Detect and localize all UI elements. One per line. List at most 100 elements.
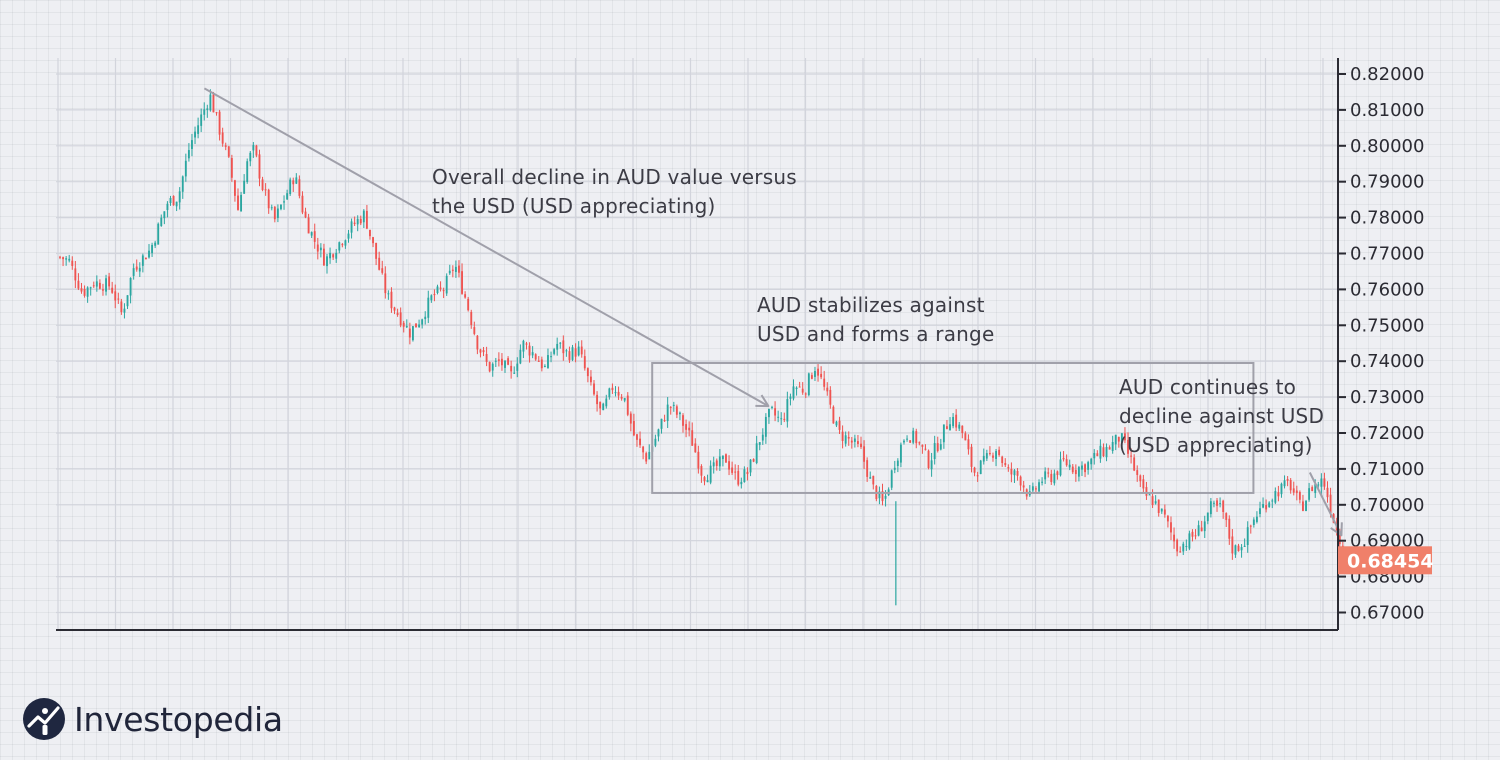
candle-body bbox=[246, 161, 249, 182]
candle-body bbox=[1308, 488, 1311, 500]
candle-body bbox=[1062, 457, 1065, 460]
candle-body bbox=[1068, 464, 1071, 468]
candle-body bbox=[565, 350, 568, 352]
candle-body bbox=[1031, 486, 1034, 491]
candle-body bbox=[863, 446, 866, 462]
candle-body bbox=[1077, 467, 1080, 477]
candle-body bbox=[949, 424, 951, 431]
vertical-gridlines bbox=[57, 58, 1324, 630]
candle-body bbox=[1148, 494, 1151, 496]
annotation-text: (USD appreciating) bbox=[1119, 433, 1313, 457]
candle-body bbox=[632, 420, 635, 436]
y-tick-label: 0.78000 bbox=[1350, 208, 1424, 229]
candle-body bbox=[488, 362, 491, 372]
y-tick-label: 0.75000 bbox=[1350, 315, 1424, 336]
candle-body bbox=[476, 335, 479, 350]
candle-body bbox=[1225, 513, 1228, 521]
candle-body bbox=[721, 455, 724, 460]
candle-body bbox=[304, 211, 307, 218]
candle-body bbox=[899, 444, 902, 463]
candle-body bbox=[1001, 456, 1004, 464]
y-tick-label: 0.73000 bbox=[1350, 387, 1424, 408]
candle-body bbox=[1047, 472, 1050, 474]
candle-body bbox=[98, 282, 101, 289]
candle-body bbox=[918, 442, 921, 444]
investopedia-logo-icon bbox=[23, 698, 65, 740]
candle-body bbox=[872, 475, 875, 485]
trend-arrowhead bbox=[755, 394, 770, 408]
candle-body bbox=[102, 289, 104, 291]
candle-body bbox=[586, 368, 589, 377]
candle-body bbox=[418, 324, 421, 328]
candle-body bbox=[393, 307, 396, 311]
candle-body bbox=[365, 210, 368, 229]
candle-body bbox=[375, 242, 378, 259]
candle-body bbox=[642, 446, 645, 453]
candle-body bbox=[838, 420, 841, 430]
candle-body bbox=[850, 440, 853, 443]
candle-body bbox=[1323, 478, 1326, 487]
candle-body bbox=[504, 360, 506, 368]
trend-line bbox=[203, 87, 769, 407]
candle-body bbox=[1271, 500, 1274, 502]
candle-body bbox=[332, 254, 335, 258]
candle-body bbox=[553, 349, 556, 354]
candle-body bbox=[906, 438, 908, 440]
candle-body bbox=[798, 386, 801, 388]
candle-body bbox=[973, 467, 976, 473]
candle-body bbox=[138, 267, 141, 272]
candle-body bbox=[617, 391, 620, 396]
candle-body bbox=[878, 491, 881, 499]
candle-body bbox=[814, 371, 816, 377]
candle-body bbox=[65, 258, 68, 260]
candle-body bbox=[482, 350, 485, 353]
candle-body bbox=[1170, 522, 1172, 533]
candle-body bbox=[998, 449, 1001, 455]
candle-body bbox=[663, 420, 666, 422]
candle-body bbox=[1074, 469, 1077, 475]
candle-body bbox=[464, 294, 467, 298]
range-box bbox=[651, 361, 1255, 494]
candle-body bbox=[761, 434, 764, 441]
candle-body bbox=[596, 394, 599, 405]
candle-body bbox=[1185, 546, 1188, 548]
candle-body bbox=[571, 347, 574, 360]
candle-body bbox=[273, 206, 276, 220]
annotation-range: AUD stabilizes against USD and forms a r… bbox=[757, 291, 994, 349]
candle-body bbox=[543, 365, 546, 367]
horizontal-gridlines bbox=[56, 73, 1338, 614]
candle-body bbox=[896, 460, 899, 467]
candle-body bbox=[163, 211, 166, 219]
candle-body bbox=[372, 237, 374, 244]
candle-body bbox=[359, 218, 362, 224]
candle-body bbox=[267, 189, 270, 209]
candle-body bbox=[230, 158, 233, 178]
candle-body bbox=[688, 427, 691, 431]
candle-body bbox=[654, 438, 657, 446]
candle-body bbox=[1286, 479, 1289, 481]
candle-body bbox=[921, 444, 924, 447]
candle-body bbox=[108, 276, 111, 287]
candle-body bbox=[1044, 471, 1047, 480]
candle-body bbox=[243, 180, 246, 194]
candle-body bbox=[286, 193, 289, 200]
candle-body bbox=[531, 352, 534, 356]
candle-body bbox=[807, 373, 810, 396]
candle-body bbox=[408, 328, 411, 338]
candle-body bbox=[568, 351, 571, 361]
candle-body bbox=[439, 287, 442, 289]
y-tick-label: 0.80000 bbox=[1350, 136, 1424, 157]
candle-body bbox=[295, 177, 298, 184]
candle-body bbox=[1179, 551, 1182, 553]
candle-body bbox=[442, 290, 445, 292]
candle-body bbox=[715, 460, 718, 466]
candle-body bbox=[1259, 508, 1261, 515]
candle-body bbox=[341, 244, 344, 246]
candle-body bbox=[743, 469, 746, 483]
candle-body bbox=[540, 359, 543, 369]
candle-body bbox=[740, 481, 743, 485]
candle-body bbox=[427, 297, 430, 318]
candle-body bbox=[141, 255, 144, 266]
candle-body bbox=[857, 441, 859, 444]
candle-body bbox=[209, 94, 212, 111]
